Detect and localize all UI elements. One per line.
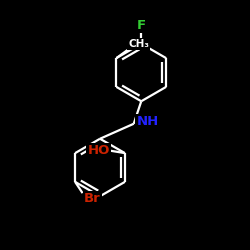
Text: CH₃: CH₃ xyxy=(128,39,149,49)
Text: F: F xyxy=(137,19,146,32)
Text: HO: HO xyxy=(88,144,110,157)
Text: NH: NH xyxy=(136,115,159,128)
Text: Br: Br xyxy=(84,192,101,204)
